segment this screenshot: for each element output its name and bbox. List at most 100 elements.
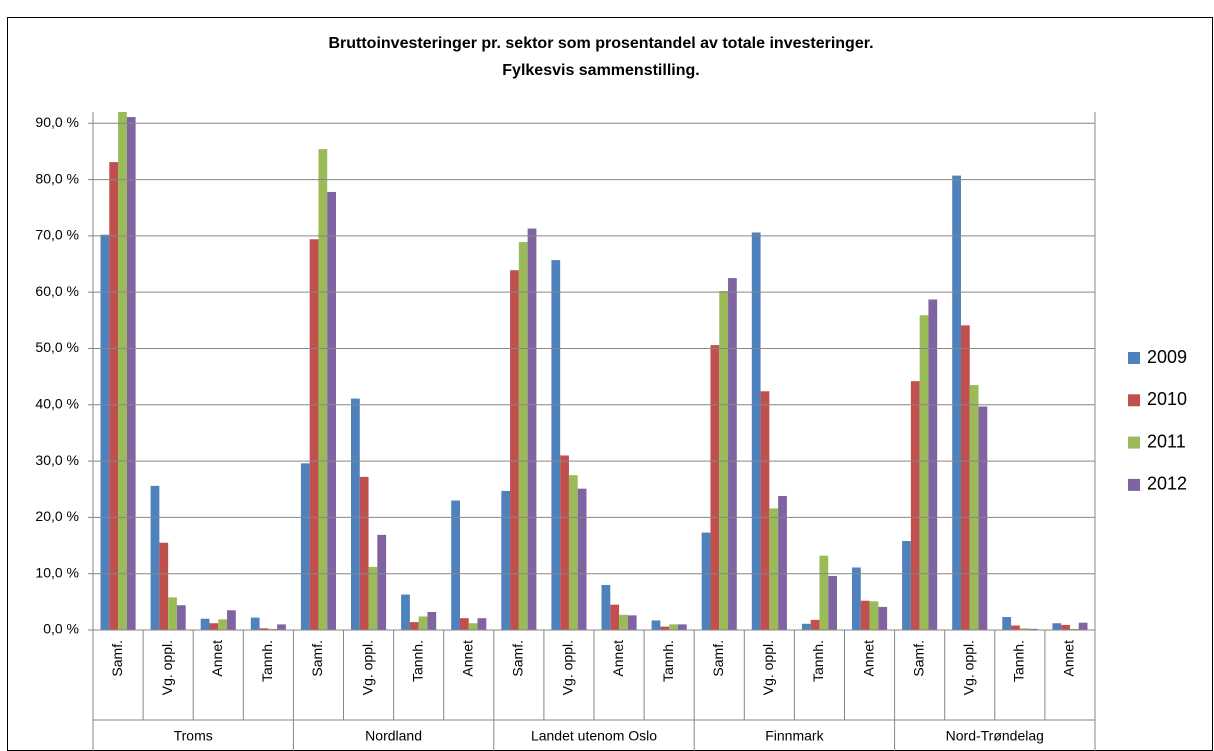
- bar: [710, 345, 720, 630]
- bar: [200, 618, 210, 630]
- legend-label: 2011: [1147, 431, 1186, 451]
- chart-title: Fylkesvis sammenstilling.: [502, 62, 699, 79]
- bar: [327, 191, 336, 630]
- bar: [427, 611, 437, 630]
- bar: [309, 239, 319, 630]
- y-tick-label: 80,0 %: [35, 170, 79, 186]
- x-tick-label: Samf.: [510, 640, 526, 677]
- x-group-label: Nord-Trøndelag: [946, 728, 1044, 744]
- bar: [318, 149, 328, 630]
- bar: [477, 618, 487, 630]
- bar: [960, 325, 970, 630]
- x-tick-label: Vg. oppl.: [560, 640, 576, 695]
- y-tick-label: 90,0 %: [35, 114, 79, 130]
- bar: [126, 117, 136, 630]
- x-tick-label: Annet: [860, 640, 876, 677]
- bar: [852, 567, 861, 630]
- bar: [377, 534, 387, 630]
- bar: [601, 584, 611, 630]
- y-tick-label: 10,0 %: [35, 564, 79, 580]
- bar: [250, 617, 260, 630]
- x-tick-label: Vg. oppl.: [359, 640, 375, 695]
- bar: [551, 260, 561, 630]
- x-tick-label: Samf.: [710, 640, 726, 677]
- bar: [701, 532, 711, 630]
- bars: [100, 112, 1088, 630]
- x-tick-label: Samf.: [109, 640, 125, 677]
- legend-label: 2012: [1147, 474, 1187, 494]
- x-group-label: Troms: [174, 728, 213, 744]
- y-tick-label: 60,0 %: [35, 283, 79, 299]
- x-tick-label: Tannh.: [660, 640, 676, 682]
- bar: [1002, 617, 1012, 630]
- x-tick-label: Tannh.: [259, 640, 275, 682]
- y-tick-label: 0,0 %: [43, 621, 79, 637]
- bar: [501, 490, 511, 630]
- bar: [669, 624, 678, 630]
- x-tick-label: Samf.: [910, 640, 926, 677]
- bar: [1069, 628, 1079, 630]
- bar: [1078, 622, 1088, 630]
- bar: [259, 628, 269, 630]
- legend-swatch: [1128, 352, 1140, 364]
- bar: [300, 463, 310, 630]
- bar: [1019, 628, 1029, 630]
- bar: [1011, 625, 1020, 630]
- bar: [677, 624, 687, 630]
- x-tick-label: Vg. oppl.: [760, 640, 776, 695]
- bar: [368, 566, 378, 630]
- bar: [1028, 628, 1038, 630]
- bar: [409, 622, 419, 630]
- bar: [778, 495, 787, 630]
- bar: [451, 500, 460, 630]
- x-tick-label: Annet: [1061, 640, 1077, 677]
- bar: [651, 620, 661, 630]
- bar: [168, 597, 177, 630]
- x-tick-label: Annet: [209, 640, 225, 677]
- bar: [769, 508, 779, 630]
- bar: [401, 594, 410, 630]
- bar: [418, 616, 428, 630]
- bar: [952, 175, 961, 630]
- bar: [619, 614, 628, 630]
- bar: [819, 555, 829, 630]
- bar: [627, 615, 637, 630]
- bar: [978, 406, 988, 630]
- bar: [100, 234, 110, 630]
- bar: [227, 610, 236, 630]
- bar: [878, 606, 888, 630]
- bar: [468, 623, 478, 630]
- bar: [1052, 623, 1062, 630]
- bar: [459, 618, 469, 630]
- bar: [1061, 624, 1070, 630]
- bar: [660, 626, 670, 630]
- bar: [869, 601, 879, 630]
- x-tick-label: Tannh.: [1011, 640, 1027, 682]
- bar: [919, 315, 929, 630]
- bar: [118, 112, 127, 630]
- bar: [510, 270, 519, 630]
- bar: [610, 604, 620, 630]
- bar: [828, 575, 837, 630]
- chart-title: Bruttoinvesteringer pr. sektor som prose…: [328, 35, 873, 52]
- bar: [728, 278, 737, 630]
- bar: [277, 624, 286, 630]
- bar: [751, 232, 761, 630]
- bar: [801, 623, 811, 630]
- bar: [560, 455, 569, 630]
- bar: [568, 475, 578, 630]
- bar: [268, 628, 278, 630]
- bar: [176, 605, 186, 630]
- bar: [518, 242, 528, 630]
- legend-label: 2010: [1147, 389, 1187, 409]
- x-tick-label: Samf.: [309, 640, 325, 677]
- x-tick-label: Tannh.: [409, 640, 425, 682]
- bar: [902, 541, 911, 630]
- legend-swatch: [1128, 436, 1140, 449]
- x-tick-label: Annet: [459, 640, 475, 677]
- y-tick-label: 50,0 %: [35, 339, 79, 355]
- x-group-label: Finnmark: [765, 728, 824, 744]
- bar: [860, 600, 870, 630]
- bar: [810, 619, 820, 630]
